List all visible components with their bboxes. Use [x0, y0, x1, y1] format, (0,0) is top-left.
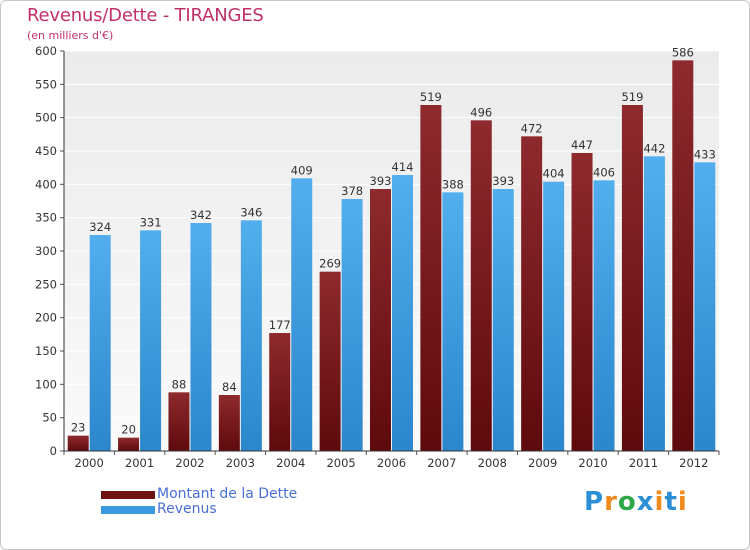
- data-label-revenus: 433: [694, 147, 716, 161]
- x-tick-label: 2012: [679, 456, 708, 470]
- bar-revenus: [240, 220, 262, 451]
- x-tick-label: 2011: [629, 456, 658, 470]
- y-tick-label: 350: [35, 211, 57, 225]
- data-label-revenus: 324: [89, 220, 111, 234]
- data-label-revenus: 406: [593, 165, 615, 179]
- legend-label-dette: Montant de la Dette: [157, 486, 298, 502]
- data-label-dette: 88: [172, 377, 187, 391]
- data-label-dette: 84: [222, 380, 237, 394]
- data-label-dette: 586: [672, 45, 694, 59]
- x-tick-label: 2004: [276, 456, 305, 470]
- legend-item-revenus: Revenus: [101, 502, 297, 517]
- x-tick-label: 2009: [528, 456, 557, 470]
- data-label-dette: 177: [269, 318, 291, 332]
- data-label-dette: 447: [571, 138, 593, 152]
- logo-letter: i: [677, 487, 688, 517]
- y-tick-label: 250: [35, 277, 57, 291]
- data-label-dette: 393: [370, 174, 392, 188]
- bar-revenus: [593, 180, 615, 452]
- y-tick-label: 550: [35, 77, 57, 91]
- x-tick-label: 2008: [478, 456, 507, 470]
- bar-revenus: [492, 189, 514, 451]
- bar-revenus: [190, 223, 212, 451]
- bar-revenus: [643, 156, 665, 452]
- y-tick-label: 500: [35, 111, 57, 125]
- legend-item-dette: Montant de la Dette: [101, 487, 297, 502]
- bar-revenus: [392, 175, 413, 451]
- logo-letter: o: [617, 487, 637, 517]
- x-tick-label: 2002: [175, 456, 204, 470]
- y-tick-label: 450: [35, 144, 57, 158]
- bar-dette: [672, 60, 694, 451]
- bar-dette: [269, 333, 291, 451]
- bar-dette: [470, 120, 492, 451]
- data-label-dette: 23: [71, 421, 86, 435]
- chart-subtitle: (en milliers d'€): [27, 29, 114, 42]
- bar-revenus: [442, 192, 464, 452]
- y-tick-label: 400: [35, 177, 57, 191]
- y-tick-label: 50: [42, 411, 57, 425]
- x-tick-label: 2003: [226, 456, 255, 470]
- bar-dette: [118, 437, 140, 451]
- bar-dette: [621, 105, 643, 451]
- y-tick-label: 200: [35, 311, 57, 325]
- data-label-dette: 20: [121, 423, 136, 437]
- bar-dette: [168, 392, 190, 451]
- x-tick-label: 2010: [578, 456, 607, 470]
- logo-letter: P: [584, 487, 605, 517]
- bar-revenus: [291, 178, 313, 452]
- bar-dette: [571, 153, 593, 451]
- y-tick-label: 0: [50, 444, 57, 458]
- data-label-revenus: 388: [442, 177, 464, 191]
- legend: Montant de la Dette Revenus: [101, 487, 297, 517]
- data-label-revenus: 378: [341, 184, 363, 198]
- proxiti-logo: Proxiti: [584, 487, 688, 517]
- data-label-dette: 519: [621, 90, 643, 104]
- y-tick-label: 600: [35, 44, 57, 58]
- y-tick-label: 300: [35, 244, 57, 258]
- logo-letter: r: [604, 487, 618, 517]
- data-label-revenus: 442: [643, 141, 665, 155]
- bar-dette: [218, 395, 240, 451]
- data-label-revenus: 393: [492, 174, 514, 188]
- bar-dette: [370, 189, 391, 451]
- bar-dette: [319, 271, 341, 451]
- data-label-revenus: 414: [392, 160, 414, 174]
- x-tick-label: 2000: [75, 456, 104, 470]
- bar-dette: [67, 435, 89, 451]
- data-label-revenus: 331: [140, 215, 162, 229]
- y-tick-label: 100: [35, 377, 57, 391]
- bar-revenus: [140, 230, 162, 451]
- bar-revenus: [341, 199, 363, 451]
- bar-dette: [521, 136, 543, 452]
- data-label-dette: 472: [521, 121, 543, 135]
- data-label-dette: 519: [420, 90, 442, 104]
- data-label-revenus: 346: [240, 205, 262, 219]
- bar-dette: [420, 105, 442, 451]
- legend-swatch-revenus: [101, 505, 155, 514]
- y-tick-label: 150: [35, 344, 57, 358]
- x-tick-label: 2005: [326, 456, 355, 470]
- x-tick-label: 2007: [427, 456, 456, 470]
- data-label-revenus: 342: [190, 208, 212, 222]
- data-label-dette: 496: [470, 105, 492, 119]
- chart-title: Revenus/Dette - TIRANGES: [27, 5, 264, 26]
- logo-letter: i: [654, 487, 665, 517]
- bar-revenus: [543, 181, 565, 451]
- logo-letter: x: [636, 487, 655, 517]
- bar-revenus: [694, 162, 716, 452]
- data-label-revenus: 404: [543, 167, 565, 181]
- legend-label-revenus: Revenus: [157, 501, 217, 517]
- data-label-revenus: 409: [291, 163, 313, 177]
- data-label-dette: 269: [319, 257, 341, 271]
- x-tick-label: 2001: [125, 456, 154, 470]
- x-tick-label: 2006: [377, 456, 406, 470]
- legend-swatch-dette: [101, 490, 155, 499]
- bar-revenus: [89, 235, 111, 451]
- logo-letter: t: [664, 487, 678, 517]
